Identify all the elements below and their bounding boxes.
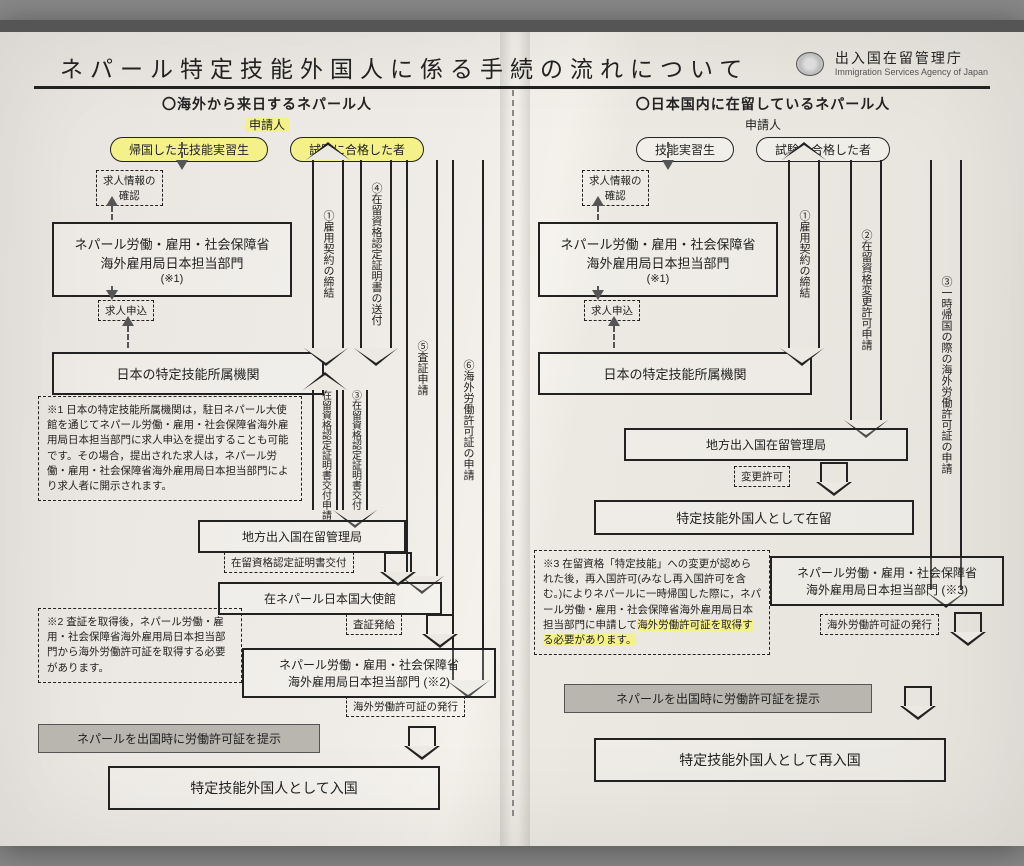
- left-ministry2-l1: ネパール労働・雇用・社会保障省: [254, 656, 484, 673]
- arrow-coe-apply: ②在留資格認定証明書交付申請: [312, 390, 338, 510]
- left-ministry-l1: ネパール労働・雇用・社会保障省: [68, 234, 276, 253]
- left-visa-issued: 査証発給: [346, 614, 402, 635]
- arrow-label: ⑥海外労働許可証の申請: [460, 360, 476, 481]
- agency-block: 出入国在留管理庁 Immigration Services Agency of …: [835, 50, 988, 78]
- right-ministry-box: ネパール労働・雇用・社会保障省 海外雇用局日本担当部門 (※1): [538, 222, 778, 297]
- left-ministry-l2: 海外雇用局日本担当部門: [68, 253, 276, 272]
- right-column: 〇日本国内に在留しているネパール人 申請人 技能実習生 試験に合格した者 ネパー…: [524, 90, 1002, 822]
- arrow-coe-issue: ③在留資格認定証明書交付: [342, 390, 368, 510]
- arrow-label: ②在留資格変更許可申請: [858, 230, 874, 351]
- left-column: 〇海外から来日するネパール人 申請人 帰国した元技能実習生 試験に合格した者 ネ…: [28, 90, 506, 822]
- arrow-contract-r-down: [788, 160, 816, 348]
- right-applicant-ovals: 技能実習生 試験に合格した者: [524, 137, 1002, 162]
- small-arrow-icon: [426, 614, 454, 634]
- arrow-permit-apply: ⑥海外労働許可証の申請: [452, 160, 484, 680]
- left-embassy: 在ネパール日本国大使館: [218, 582, 442, 615]
- center-divider: [512, 90, 514, 816]
- right-ministry-l1: ネパール労働・雇用・社会保障省: [554, 234, 762, 253]
- small-arrow-icon: [954, 612, 982, 632]
- left-org-box: 日本の特定技能所属機関: [52, 352, 324, 395]
- arrow-label: ⑤査証申請: [414, 341, 430, 396]
- agency-seal-icon: [796, 52, 824, 76]
- right-ministry2: ネパール労働・雇用・社会保障省 海外雇用局日本担当部門 (※3): [770, 556, 1004, 606]
- left-bureau: 地方出入国在留管理局: [198, 520, 406, 553]
- right-bureau: 地方出入国在留管理局: [624, 428, 908, 461]
- right-heading: 〇日本国内に在留しているネパール人: [524, 94, 1002, 114]
- right-note3: ※3 在留資格「特定技能」への変更が認められた後，再入国許可(みなし再入国許可を…: [534, 550, 770, 655]
- right-ministry2-l1: ネパール労働・雇用・社会保障省: [782, 564, 992, 581]
- oval-trainee: 技能実習生: [636, 137, 734, 162]
- right-banner: ネパールを出国時に労働許可証を提示: [564, 684, 872, 713]
- left-coe-issued: 在留資格認定証明書交付: [224, 552, 354, 573]
- left-heading: 〇海外から来日するネパール人: [28, 94, 506, 114]
- left-note1: ※1 日本の特定技能所属機関は，駐日ネパール大使館を通じてネパール労働・雇用・社…: [38, 396, 302, 501]
- arrow-change-apply: ②在留資格変更許可申請: [850, 160, 882, 420]
- title-rule: [34, 86, 990, 89]
- left-ministry2-l2: 海外雇用局日本担当部門 (※2): [254, 673, 484, 690]
- left-banner: ネパールを出国時に労働許可証を提示: [38, 724, 320, 753]
- document-sheet: ネパール特定技能外国人に係る手続の流れについて 出入国在留管理庁 Immigra…: [0, 20, 1024, 846]
- left-final: 特定技能外国人として入国: [108, 766, 440, 810]
- small-arrow-icon: [820, 462, 848, 482]
- agency-name-en: Immigration Services Agency of Japan: [835, 67, 988, 78]
- left-permit-issued: 海外労働許可証の発行: [346, 696, 465, 717]
- left-ministry-box: ネパール労働・雇用・社会保障省 海外雇用局日本担当部門 (※1): [52, 222, 292, 297]
- page-title: ネパール特定技能外国人に係る手続の流れについて: [60, 50, 749, 84]
- right-residing: 特定技能外国人として在留: [594, 500, 914, 535]
- right-org-box: 日本の特定技能所属機関: [538, 352, 812, 395]
- right-ministry-note: (※1): [554, 272, 762, 285]
- right-applicant-label: 申請人: [524, 116, 1002, 133]
- left-applicant-label: 申請人: [28, 116, 506, 133]
- arrow-coe-send: ④在留資格認定証明書の送付: [360, 160, 392, 348]
- arrow-label: ②在留資格認定証明書交付申請: [318, 380, 333, 520]
- right-final: 特定技能外国人として再入国: [594, 738, 946, 782]
- agency-name-jp: 出入国在留管理庁: [835, 50, 988, 67]
- right-change-permit: 変更許可: [734, 466, 790, 487]
- small-arrow-icon: [384, 552, 412, 572]
- arrow-visa-apply: ⑤査証申請: [406, 160, 438, 576]
- right-permit-issued: 海外労働許可証の発行: [820, 614, 939, 635]
- arrow-contract-down-head: [312, 160, 340, 348]
- oval-returned-trainee: 帰国した元技能実習生: [110, 137, 268, 162]
- right-ministry-l2: 海外雇用局日本担当部門: [554, 253, 762, 272]
- left-applicant-ovals: 帰国した元技能実習生 試験に合格した者: [28, 137, 506, 162]
- arrow-temp-return: ③一時帰国の際の海外労働許可証の申請: [930, 160, 962, 590]
- left-ministry-note: (※1): [68, 272, 276, 285]
- arrow-label: ④在留資格認定証明書の送付: [368, 183, 384, 326]
- left-ministry2: ネパール労働・雇用・社会保障省 海外雇用局日本担当部門 (※2): [242, 648, 496, 698]
- arrow-label: ③一時帰国の際の海外労働許可証の申請: [938, 276, 954, 474]
- left-note2: ※2 査証を取得後，ネパール労働・雇用・社会保障省海外雇用局日本担当部門から海外…: [38, 608, 242, 683]
- right-ministry2-l2: 海外雇用局日本担当部門 (※3): [782, 581, 992, 598]
- small-arrow-icon: [904, 686, 932, 706]
- small-arrow-icon: [408, 726, 436, 746]
- arrow-label: ③在留資格認定証明書交付: [348, 390, 363, 510]
